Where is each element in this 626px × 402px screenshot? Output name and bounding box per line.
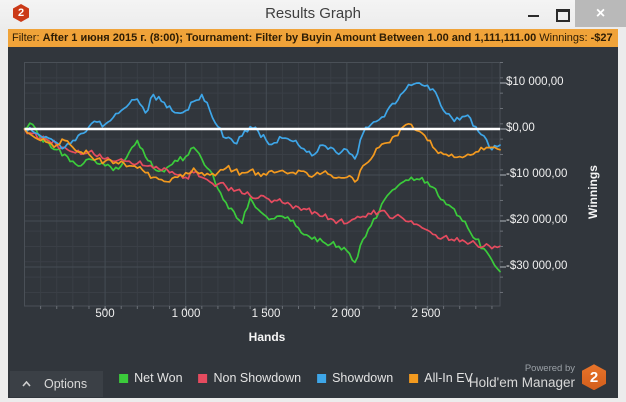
minimize-icon bbox=[528, 15, 539, 17]
x-tick-label: 2 000 bbox=[331, 308, 361, 320]
close-icon: × bbox=[595, 4, 606, 22]
y-axis-title: Winnings bbox=[586, 165, 600, 219]
y-tick-label: $10 000,00 bbox=[506, 76, 564, 88]
minimize-button[interactable] bbox=[520, 2, 546, 26]
hm2-badge-icon: 2 bbox=[582, 364, 606, 391]
window-title: Results Graph bbox=[265, 5, 361, 22]
y-tick-label: -$20 000,00 bbox=[506, 214, 568, 226]
results-chart bbox=[23, 62, 506, 311]
non-showdown-swatch-icon bbox=[198, 373, 208, 383]
winnings-value: -$27 bbox=[590, 32, 613, 44]
maximize-button[interactable] bbox=[549, 2, 575, 26]
showdown-swatch-icon bbox=[317, 373, 327, 383]
options-button[interactable]: Options bbox=[10, 371, 103, 397]
legend-label: Non Showdown bbox=[213, 371, 302, 385]
x-tick-label: 2 500 bbox=[411, 308, 441, 320]
legend-item-non-showdown: Non Showdown bbox=[198, 371, 302, 385]
x-tick-label: 1 500 bbox=[251, 308, 281, 320]
filter-bar: Filter: After 1 июня 2015 г. (8:00); Tou… bbox=[8, 29, 618, 47]
y-tick-label: -$30 000,00 bbox=[506, 260, 568, 272]
legend-item-net-won: Net Won bbox=[119, 371, 183, 385]
filter-prefix: Filter: bbox=[12, 32, 40, 44]
branding: Powered by Hold'em Manager 2 bbox=[468, 363, 606, 391]
legend-label: Net Won bbox=[134, 371, 183, 385]
hm2-logo-icon: 2 bbox=[13, 4, 29, 22]
legend-label: Showdown bbox=[332, 371, 394, 385]
winnings-label: Winnings: bbox=[539, 32, 588, 44]
close-button[interactable]: × bbox=[575, 0, 626, 27]
series-showdown bbox=[23, 82, 501, 160]
options-label: Options bbox=[44, 377, 88, 391]
chevron-up-icon bbox=[22, 381, 31, 387]
maximize-icon bbox=[556, 9, 570, 22]
chart-legend: Net Won Non Showdown Showdown All-In EV bbox=[119, 371, 473, 385]
legend-label: All-In EV bbox=[424, 371, 473, 385]
legend-item-all-in-ev: All-In EV bbox=[409, 371, 473, 385]
y-tick-label: -$10 000,00 bbox=[506, 168, 568, 180]
powered-by-label: Powered by bbox=[524, 363, 575, 374]
y-tick-label: $0,00 bbox=[506, 122, 535, 134]
series-all-in-ev bbox=[23, 122, 501, 183]
title-bar: 2 Results Graph × bbox=[0, 0, 626, 29]
series-net-won bbox=[23, 122, 501, 273]
filter-criteria: After 1 июня 2015 г. (8:00); Tournament:… bbox=[42, 32, 537, 44]
x-tick-label: 500 bbox=[95, 308, 115, 320]
x-tick-label: 1 000 bbox=[171, 308, 201, 320]
series-non-showdown bbox=[23, 128, 501, 250]
all-in-ev-swatch-icon bbox=[409, 373, 419, 383]
chart-panel: $10 000,00 $0,00 -$10 000,00 -$20 000,00… bbox=[8, 47, 618, 398]
x-axis-title: Hands bbox=[248, 330, 286, 344]
brand-name: Hold'em Manager bbox=[468, 374, 575, 390]
net-won-swatch-icon bbox=[119, 373, 129, 383]
legend-item-showdown: Showdown bbox=[317, 371, 393, 385]
